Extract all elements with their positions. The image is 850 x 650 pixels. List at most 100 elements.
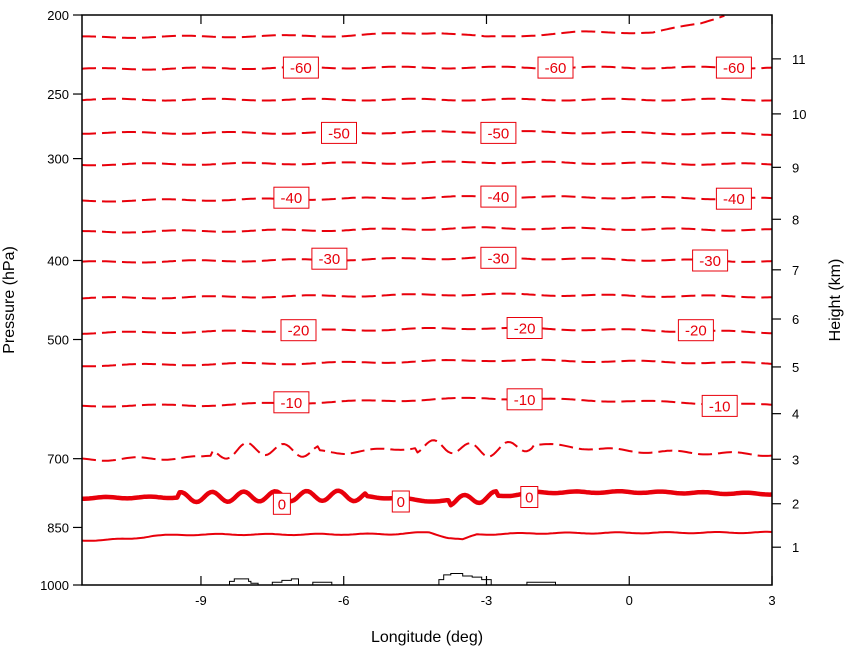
contour-label: -50 [321,121,357,144]
contour-label: -50 [480,121,517,144]
contour-label: 0 [272,492,291,515]
contour-label: -30 [480,246,517,269]
contour-line--65 [82,14,725,39]
contour-label-text: -20 [514,321,536,338]
contour-label-box [677,319,714,342]
height-tick-label: 9 [792,160,799,175]
contour-label-text: -60 [545,60,567,77]
contour-label-text: 0 [397,494,405,511]
pressure-tick-label: 700 [47,452,69,467]
x-tick-label: -9 [195,593,207,608]
contour-label: -20 [506,317,543,339]
contour-label-box [273,186,310,209]
contour-label-text: -60 [723,60,745,77]
contour-label-box [272,492,291,515]
height-tick-label: 5 [792,360,799,375]
pressure-tick-label: 300 [47,152,69,167]
height-tick-label: 7 [792,263,799,278]
contour-label: -20 [280,319,317,342]
contour-label-box [480,185,517,208]
height-tick-label: 1 [792,540,799,555]
contour-label-text: -60 [290,60,312,77]
contour-label: -40 [273,186,310,209]
terrain-outline-4 [526,581,556,585]
contour-label-box [311,247,348,270]
contour-label: -60 [537,56,574,79]
terrain-outline-1 [271,578,299,585]
contour-label-box [701,394,738,417]
contour-line--55 [81,97,773,102]
height-tick-label: 4 [792,407,799,422]
terrain-outline-2 [312,581,333,585]
contour-line--5 [81,439,773,462]
contour-label-text: -20 [288,323,310,340]
contour-label-text: 0 [525,490,533,507]
contour-label-box [537,56,574,79]
contour-label-text: -50 [328,125,350,142]
contour-layer [81,14,773,542]
height-tick-label: 11 [792,52,806,67]
contour-label: -60 [715,56,752,79]
contour-label-box [273,391,310,414]
x-axis-title: Longitude (deg) [371,629,483,646]
contour-label-text: -30 [488,250,510,267]
contour-line--15 [82,358,773,368]
contour-line--20 [81,326,773,335]
contour-label-box [280,319,317,342]
contour-label-box [506,317,543,339]
contour-label-text: -40 [488,189,510,206]
contour-label-text: -40 [281,190,303,207]
contour-label-box [321,121,357,144]
contour-label-box [480,121,517,144]
contour-label: -60 [282,56,319,79]
contour-label-text: -50 [488,125,510,142]
contour-label-layer: -60 -60 -60 -50 -50 -40 -40 -40 -30 -30 -30 -20 -20 -… [272,56,752,515]
contour-label-box [692,249,729,272]
pressure-tick-label: 400 [47,253,69,268]
pressure-tick-label: 250 [47,87,69,102]
contour-label-box [520,486,539,508]
contour-label-text: -40 [723,191,745,208]
contour-label-text: -10 [281,395,303,412]
contour-label-text: 0 [278,496,286,513]
contour-label: -40 [715,187,752,210]
contour-label-box [480,246,517,269]
height-tick-label: 6 [792,312,799,327]
contour-label-box [282,56,319,79]
x-tick-label: -6 [338,593,350,608]
plot-frame [81,14,773,586]
contour-label: 0 [520,486,539,508]
contour-label: -10 [273,391,310,414]
pressure-tick-label: 1000 [40,578,69,593]
contour-label-text: -10 [514,392,536,409]
contour-label-box [715,56,752,79]
terrain-outline-3 [438,573,492,585]
y-axis-title-right: Height (km) [827,259,844,342]
contour-line--30 [81,256,773,264]
contour-label-box [715,187,752,210]
contour-line--45 [81,160,773,167]
contour-label-box [391,490,410,513]
pressure-tick-label: 850 [47,520,69,535]
contour-label-text: -10 [709,398,731,415]
contour-label: -20 [677,319,714,342]
contour-label: -10 [701,394,738,417]
contour-line-0 [82,488,773,508]
contour-line--40 [81,195,773,203]
contour-line--50 [82,130,773,136]
x-tick-label: 3 [768,593,775,608]
height-tick-label: 3 [792,452,799,467]
contour-label: -30 [311,247,348,270]
terrain-outline-0 [229,578,259,585]
contour-line--25 [81,292,773,300]
contour-label: -40 [480,185,517,208]
contour-label-text: -20 [685,323,707,340]
contour-line--60 [81,65,773,71]
terrain-layer [229,573,556,585]
x-tick-label: 0 [626,593,633,608]
x-tick-label: -3 [481,593,493,608]
height-tick-label: 2 [792,497,799,512]
contour-label-text: -30 [699,253,721,270]
height-tick-label: 8 [792,212,799,227]
